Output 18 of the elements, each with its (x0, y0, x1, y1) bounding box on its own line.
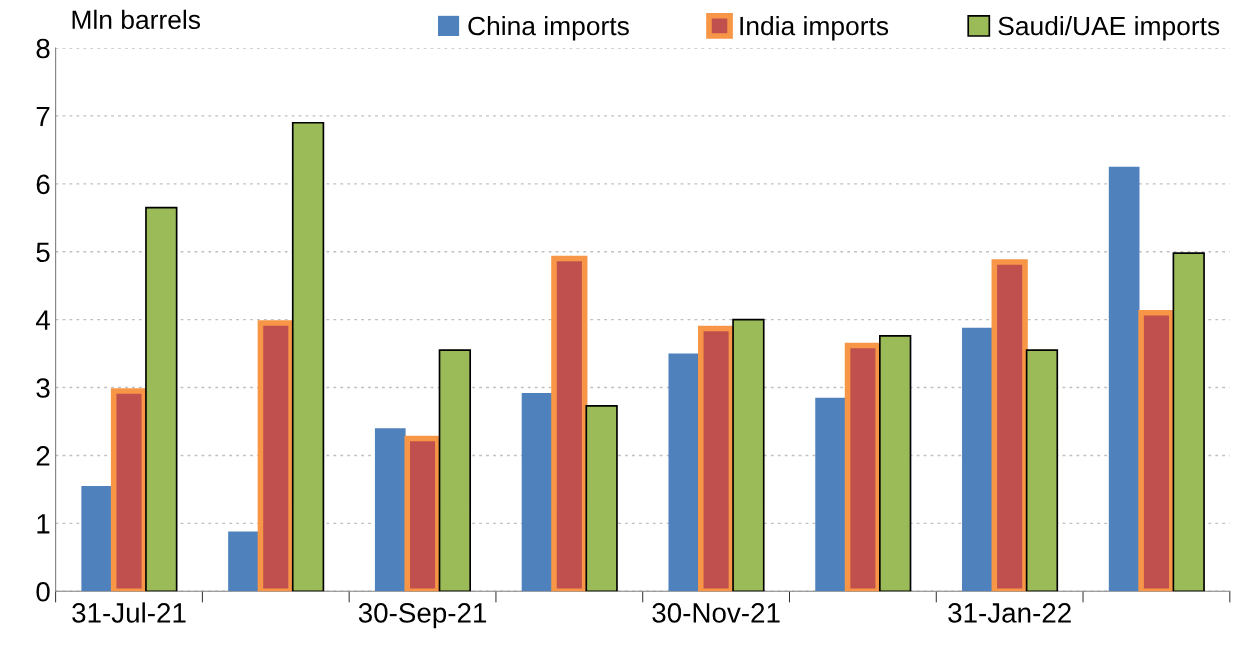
bar (228, 531, 259, 592)
y-tick-label: 5 (36, 242, 50, 263)
y-tick-label: 2 (36, 446, 50, 466)
x-tick-label: 30-Sep-21 (358, 603, 487, 629)
y-tick-label: 4 (35, 310, 50, 330)
y-tick-label: 3 (36, 378, 50, 398)
y-axis-title: Mln barrels (72, 9, 201, 30)
legend-label: China imports (468, 15, 629, 41)
y-tick-label: 7 (36, 106, 50, 126)
x-tick-label: 31-Jul-21 (72, 602, 186, 623)
legend-label: India imports (740, 15, 889, 41)
y-tick-label: 1 (37, 514, 50, 534)
y-tick-label: 8 (36, 38, 50, 59)
x-tick-label: 30-Nov-21 (652, 603, 780, 623)
x-tick-label: 31-Jan-22 (948, 603, 1071, 623)
y-tick-label: 0 (36, 581, 50, 602)
y-tick-label: 6 (36, 174, 50, 195)
legend-label: Saudi/UAE imports (998, 15, 1220, 41)
